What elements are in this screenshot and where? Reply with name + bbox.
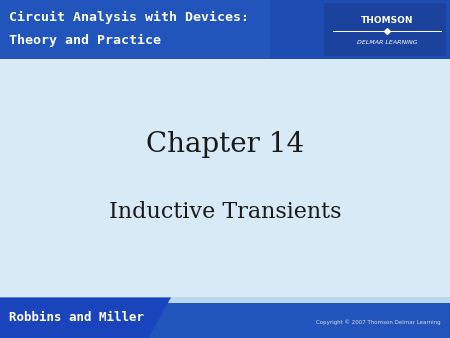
FancyBboxPatch shape xyxy=(0,297,450,338)
FancyBboxPatch shape xyxy=(0,59,450,297)
Text: THOMSON: THOMSON xyxy=(361,16,413,25)
Text: Chapter 14: Chapter 14 xyxy=(146,131,304,158)
FancyBboxPatch shape xyxy=(270,0,450,59)
FancyBboxPatch shape xyxy=(324,3,446,56)
Text: DELMAR LEARNING: DELMAR LEARNING xyxy=(357,40,417,45)
Text: Inductive Transients: Inductive Transients xyxy=(109,201,341,223)
FancyBboxPatch shape xyxy=(0,297,450,303)
Text: Circuit Analysis with Devices:: Circuit Analysis with Devices: xyxy=(9,11,249,24)
Text: Copyright © 2007 Thomson Delmar Learning: Copyright © 2007 Thomson Delmar Learning xyxy=(316,319,441,324)
Text: Robbins and Miller: Robbins and Miller xyxy=(9,311,144,324)
Polygon shape xyxy=(0,297,171,338)
FancyBboxPatch shape xyxy=(0,0,450,59)
Text: Theory and Practice: Theory and Practice xyxy=(9,34,161,47)
